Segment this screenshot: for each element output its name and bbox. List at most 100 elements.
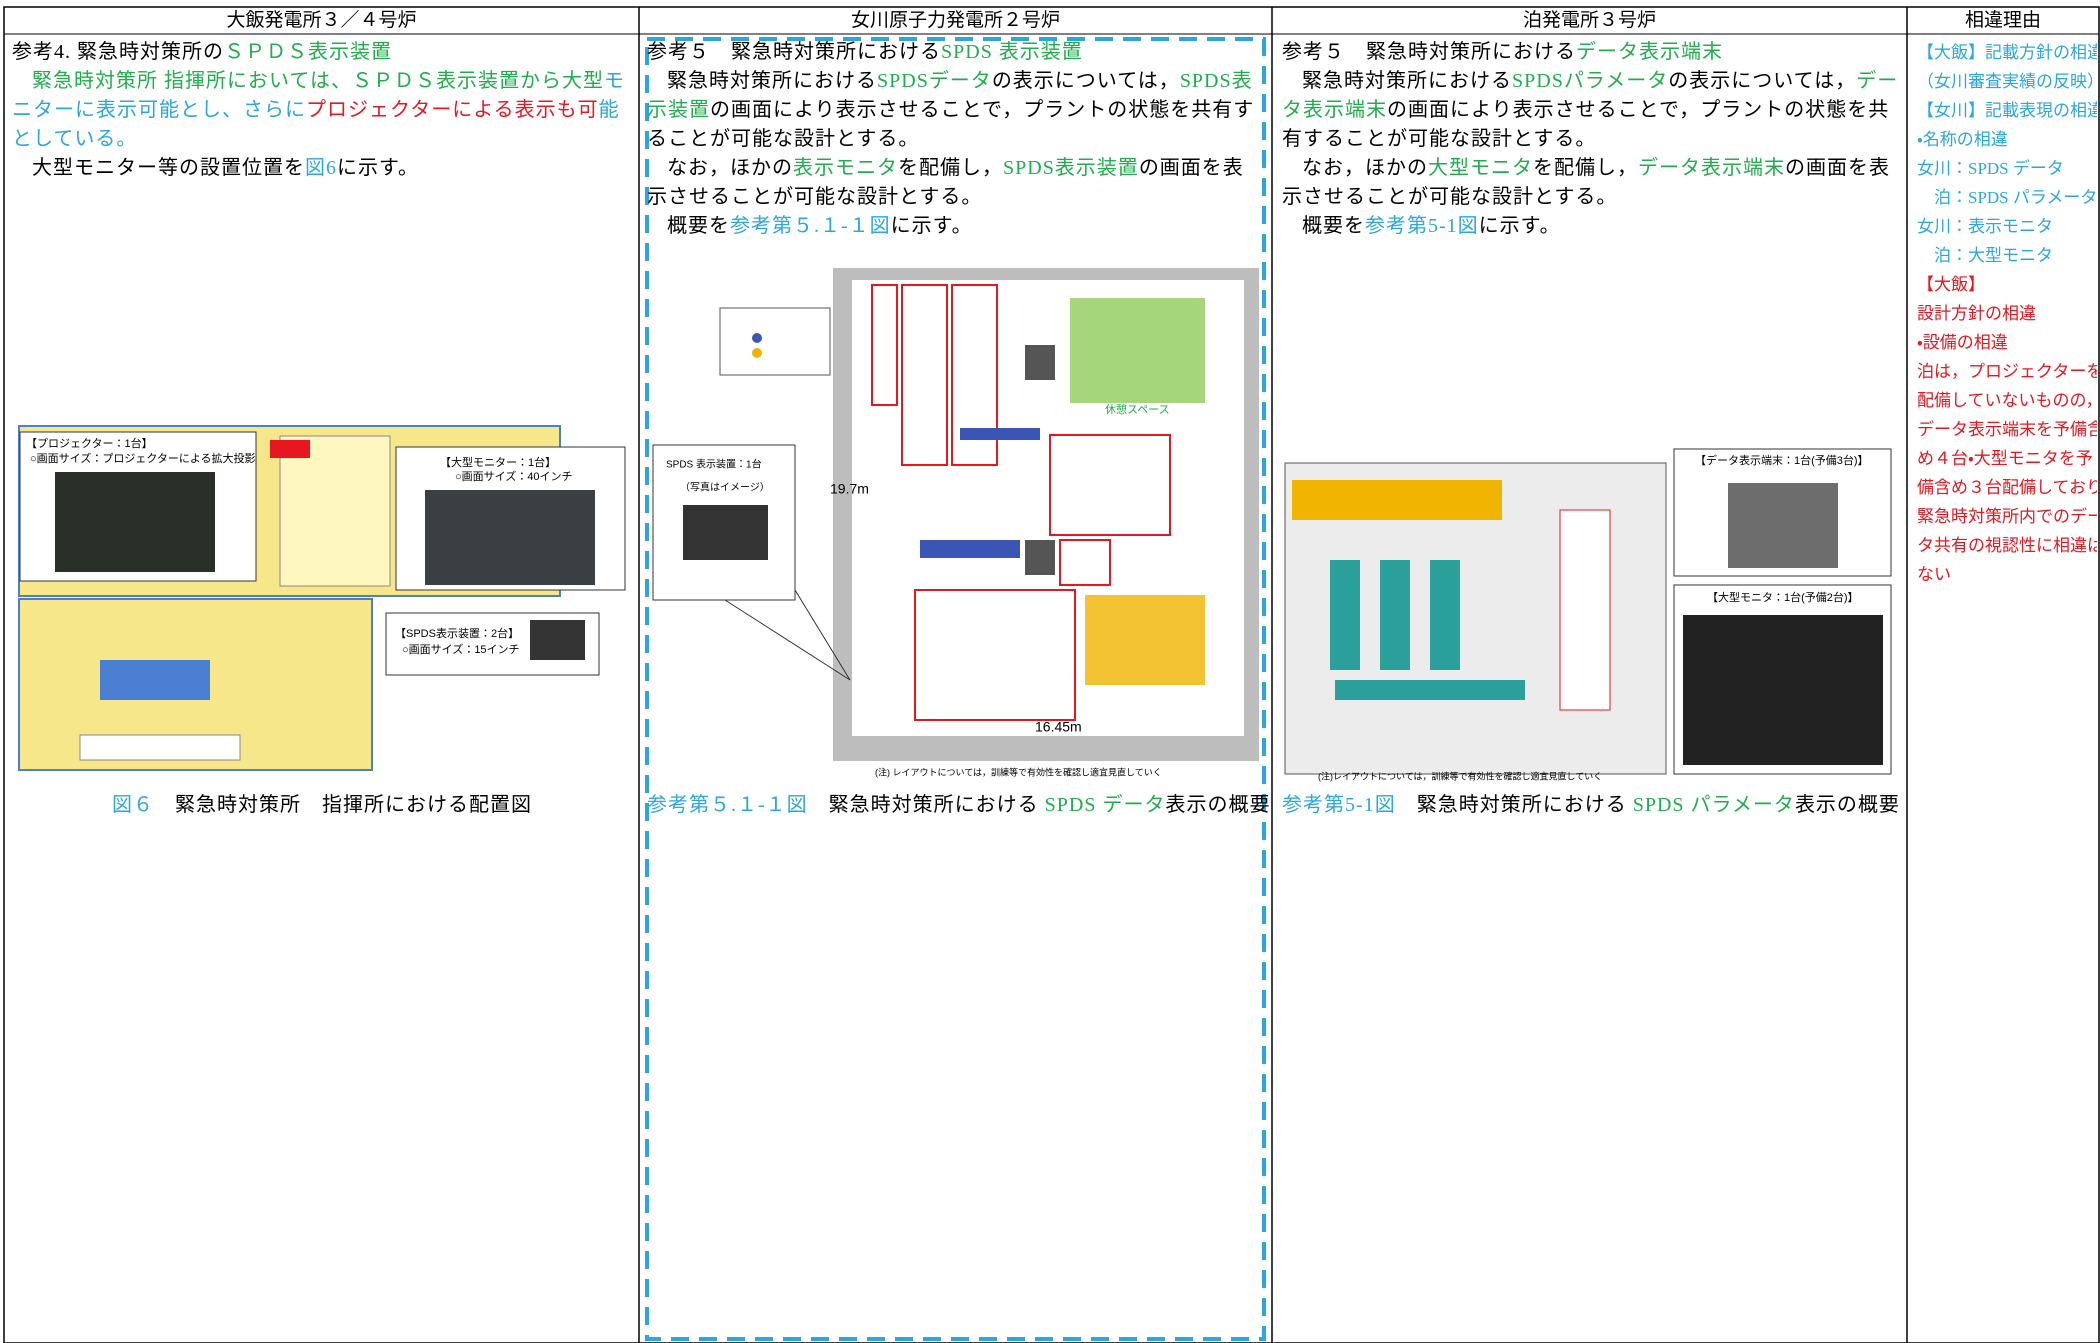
text-run: 参考第5-1図 [1365,215,1479,237]
text-run: 表示の概要 [1794,794,1900,816]
room [901,284,948,466]
figure-label: 16.45m [1035,719,1082,735]
room [79,734,241,761]
text-run: SPDS データ [1044,794,1166,816]
reason-line: 設計方針の相違 [1917,304,2036,323]
reason-line: 【大飯】記載方針の相違 [1917,43,2097,62]
text-run: 緊急時対策所 指揮所においては、ＳＰＤＳ表示装置から大型 [32,70,604,92]
text-run: SPDS表示装置 [1003,157,1139,179]
room [1559,509,1611,711]
heading: 参考５ 緊急時対策所におけるSPDS 表示装置 [647,38,1259,67]
text-run: データ表示端末 [1638,157,1785,179]
figure-label: 【SPDS表示装置：2台】 [395,626,519,640]
room [270,440,310,458]
table-frame [3,6,2100,1343]
column-text: 参考4. 緊急時対策所のＳＰＤＳ表示装置 緊急時対策所 指揮所においては、ＳＰＤＳ… [12,38,632,183]
text-run: 概要を [667,215,730,237]
reason-line: 緊急時対策所内でのデー [1917,507,2097,526]
text-run: なお，ほかの [1302,157,1428,179]
reason-line: データ表示端末を予備含 [1917,420,2097,439]
text-run: 大型モニタ [1428,157,1533,179]
pillar [1025,345,1055,380]
reason-line: タ共有の視認性に相違は [1917,536,2097,555]
paragraph: なお，ほかの大型モニタを配備し，データ表示端末の画面を表示させることが可能な設計… [1282,154,1900,212]
text-run: 参考５ 緊急時対策所における [1282,41,1576,63]
reason-line: 女川：表示モニタ [1917,217,2053,236]
seats [920,540,1020,558]
text-run: 参考第5-1図 [1282,794,1396,816]
photo [55,472,215,572]
figure-label: 19.7m [830,481,869,497]
legend-box [719,307,831,376]
text-run: に示す。 [337,157,419,179]
seats [1085,595,1205,685]
text-run: SPDS表示装置 [647,70,1253,121]
text-run: 図６ [112,794,154,816]
text-run: SPDSパラメータ [1512,70,1669,92]
text-run: 緊急時対策所 指揮所における配置図 [154,794,532,816]
text-run: 表示モニタ [793,157,898,179]
figure-caption: 図６ 緊急時対策所 指揮所における配置図 [12,788,632,817]
text-run: 緊急時対策所における [1302,70,1512,92]
photo [425,490,595,585]
legend-dot [752,348,762,358]
column-header: 相違理由 [1964,10,2041,31]
text-run: なお，ほかの [667,157,793,179]
figure-label: ○画面サイズ：40インチ [455,469,573,483]
figure-label: (注) レイアウトについては，訓練等で有効性を確認し適宜見直していく [875,766,1162,777]
heading: 参考５ 緊急時対策所におけるデータ表示端末 [1282,38,1900,67]
paragraph: 緊急時対策所におけるSPDSパラメータの表示については，データ表示端末の画面によ… [1282,67,1900,154]
text-run: 緊急時対策所における [807,794,1045,816]
desks [1335,680,1525,700]
reasons: 【大飯】記載方針の相違 （女川審査実績の反映） 【女川】記載表現の相違 ・名称の相違女… [1917,38,2097,589]
text-run: モニターに表示可能とし、さらに [12,70,625,121]
figure-label: SPDS 表示装置：1台 [666,458,762,471]
desks [1430,560,1460,670]
reason-line: 配備していないものの， [1917,391,2097,410]
figure-label: 【大型モニタ：1台(予備2台)】 [1707,590,1859,604]
text-run: の画面により表示させることで，プラントの状態を共有することが可能な設計とする。 [1282,99,1890,150]
column-text: 参考５ 緊急時対策所におけるデータ表示端末 緊急時対策所におけるSPDSパラメータ… [1282,38,1900,241]
photo [683,505,768,560]
text-run: 緊急時対策所における [1395,794,1633,816]
text-run: SPDS 表示装置 [941,41,1083,63]
text-run: の表示については， [1668,70,1857,92]
figure-label: 【大型モニター：1台】 [440,455,556,469]
reason-line: ・設備の相違 [1917,333,2008,352]
text-run: 図6 [305,157,337,179]
text-run: ＳＰＤＳ表示装置 [224,41,392,63]
paragraph: 概要を参考第５.１-１図に示す。 [647,212,1259,241]
reason-line: 【女川】記載表現の相違 [1917,101,2097,120]
heading: 参考4. 緊急時対策所のＳＰＤＳ表示装置 [12,38,632,67]
text-run: 参考５ 緊急時対策所における [647,41,941,63]
reason-line: 泊：大型モニタ [1917,246,2053,265]
figure-label: 【データ表示端末：1台(予備3台)】 [1695,453,1869,467]
reason-line: 泊：SPDS パラメータ [1917,188,2097,207]
text-run: データ表示端末 [1576,41,1723,63]
photo [1683,615,1883,765]
table [100,660,210,700]
paragraph: 緊急時対策所 指揮所においては、ＳＰＤＳ表示装置から大型モニターに表示可能とし、… [12,67,632,154]
text-run: の表示については， [991,70,1180,92]
figure-caption: 参考第5-1図 緊急時対策所における SPDS パラメータ表示の概要 [1282,788,1900,817]
figure-label: ○画面サイズ：プロジェクターによる拡大投影 [30,451,256,465]
desks [1380,560,1410,670]
pillar [1025,540,1055,575]
paragraph: なお，ほかの表示モニタを配備し，SPDS表示装置の画面を表示させることが可能な設… [647,154,1259,212]
figure-label: (注)レイアウトについては，訓練等で有効性を確認し適宜見直していく [1318,770,1602,781]
room [914,589,1076,721]
text-run: 緊急時対策所における [667,70,877,92]
column-text: 参考５ 緊急時対策所におけるSPDS 表示装置 緊急時対策所におけるSPDSデータ… [647,38,1259,241]
room [1049,434,1171,536]
column-header: 泊発電所３号炉 [1522,10,1656,31]
reason-line: 泊は，プロジェクターを [1917,362,2097,381]
room [871,284,898,406]
seats [960,428,1040,440]
text-run: SPDS パラメータ [1632,794,1795,816]
paragraph: 大型モニター等の設置位置を図6に示す。 [12,154,632,183]
text-run: の画面により表示させることで，プラントの状態を共有することが可能な設計とする。 [647,99,1255,150]
text-run: 参考4. 緊急時対策所の [12,41,224,63]
reason-line: 女川：SPDS データ [1917,159,2064,178]
